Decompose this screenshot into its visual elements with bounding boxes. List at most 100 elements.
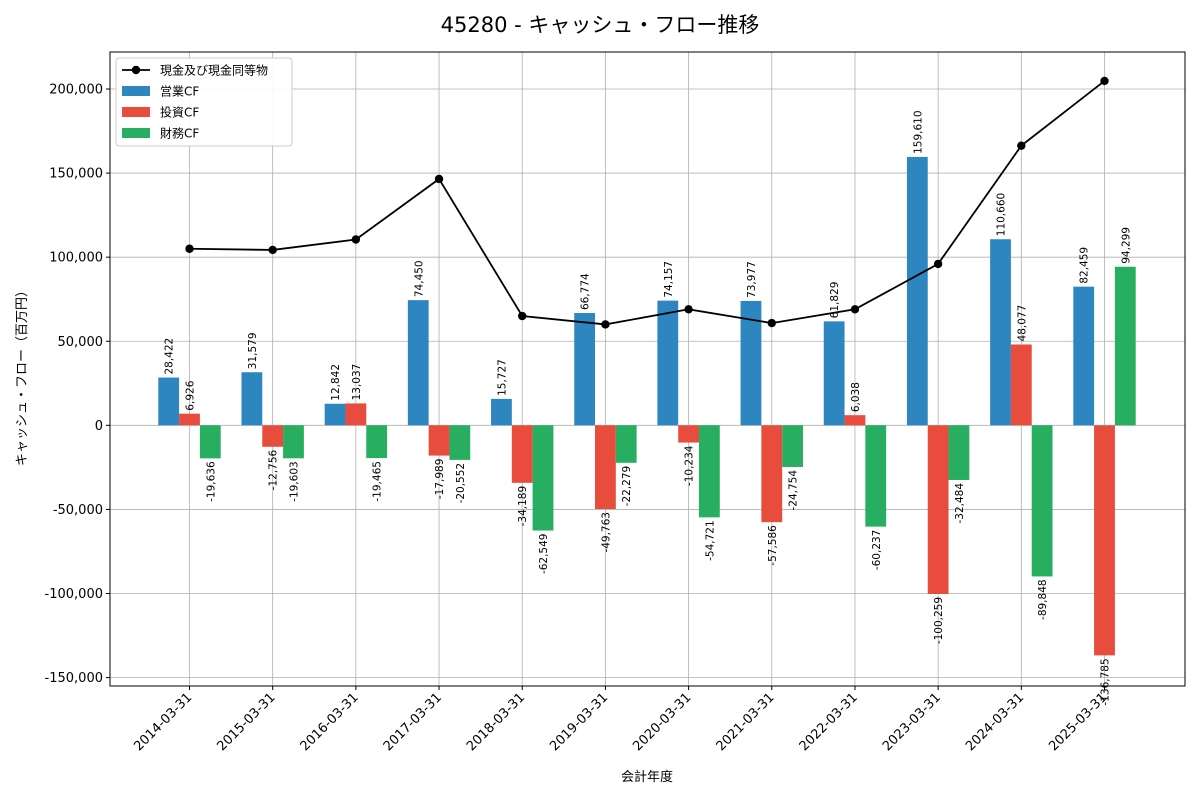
y-tick-label: -100,000 xyxy=(45,587,103,602)
data-label: 159,610 xyxy=(912,110,924,153)
cash-point xyxy=(434,174,444,184)
y-tick-label: 150,000 xyxy=(49,167,103,182)
y-tick-label: 200,000 xyxy=(49,82,103,97)
bar-2-2017-03-31 xyxy=(428,425,450,456)
legend-box xyxy=(115,57,293,147)
data-label: -34,189 xyxy=(517,486,529,527)
cash-point xyxy=(933,259,943,269)
data-label: 74,157 xyxy=(663,261,675,298)
legend-label: 投資CF xyxy=(160,105,199,120)
y-tick-label: 100,000 xyxy=(49,251,103,266)
bar-3-2022-03-31 xyxy=(865,425,887,527)
y-tick-label: -150,000 xyxy=(45,671,103,686)
legend-bar-swatch xyxy=(122,86,150,96)
bar-3-2014-03-31 xyxy=(199,425,221,459)
bar-3-2021-03-31 xyxy=(782,425,803,467)
bar-1-2020-03-31 xyxy=(657,300,679,426)
x-tick-label: 2020-03-31 xyxy=(630,690,694,754)
data-label: 110,660 xyxy=(996,193,1008,236)
bar-1-2015-03-31 xyxy=(241,372,263,426)
cash-point xyxy=(601,320,610,329)
data-label: -100,259 xyxy=(933,597,945,644)
bar-1-2016-03-31 xyxy=(324,403,346,426)
bar-3-2025-03-31 xyxy=(1114,266,1136,426)
data-label: -19,603 xyxy=(288,461,300,502)
cash-point xyxy=(351,235,361,244)
data-label: 12,842 xyxy=(330,364,342,401)
legend-label: 現金及び現金同等物 xyxy=(160,63,268,78)
bar-3-2017-03-31 xyxy=(449,425,471,460)
cash-point xyxy=(268,245,277,255)
data-label: 48,077 xyxy=(1016,305,1028,342)
data-label: -32,484 xyxy=(954,483,966,524)
data-label: -62,549 xyxy=(538,534,550,575)
x-tick-label: 2018-03-31 xyxy=(464,690,528,754)
bar-2-2019-03-31 xyxy=(595,425,616,510)
x-tick-label: 2023-03-31 xyxy=(880,690,944,754)
data-label: -17,989 xyxy=(434,459,446,500)
y-axis-label: キャッシュ・フロー（百万円） xyxy=(15,284,30,466)
bar-3-2019-03-31 xyxy=(615,425,637,463)
data-label: 28,422 xyxy=(164,338,176,375)
legend-bar-swatch xyxy=(122,128,150,138)
bar-1-2014-03-31 xyxy=(158,377,180,426)
data-label: -89,848 xyxy=(1037,579,1049,620)
data-label: 94,299 xyxy=(1120,227,1132,264)
data-label: -20,552 xyxy=(455,463,467,504)
data-label: -136,785 xyxy=(1100,658,1112,705)
bar-1-2022-03-31 xyxy=(823,321,845,426)
plot-frame xyxy=(109,51,1186,687)
data-label: 82,459 xyxy=(1079,247,1091,284)
bar-1-2021-03-31 xyxy=(740,300,762,426)
data-label: 6,926 xyxy=(185,380,197,410)
bar-3-2020-03-31 xyxy=(698,425,720,518)
bar-2-2018-03-31 xyxy=(511,425,533,483)
bar-3-2015-03-31 xyxy=(283,425,304,459)
data-label: -54,721 xyxy=(704,520,716,561)
data-label: 6,038 xyxy=(850,382,862,412)
bar-2-2016-03-31 xyxy=(345,403,367,426)
cash-point xyxy=(185,244,194,253)
legend-marker xyxy=(131,65,141,75)
bar-2-2015-03-31 xyxy=(262,425,284,447)
x-tick-label: 2022-03-31 xyxy=(797,690,861,754)
x-tick-label: 2021-03-31 xyxy=(714,690,778,754)
legend-label: 営業CF xyxy=(160,85,199,99)
bar-2-2025-03-31 xyxy=(1094,425,1115,656)
cash-point xyxy=(684,305,693,314)
bar-1-2019-03-31 xyxy=(574,313,596,426)
bar-3-2018-03-31 xyxy=(532,425,554,531)
data-label: 13,037 xyxy=(351,364,363,401)
x-axis-label: 会計年度 xyxy=(621,769,673,785)
legend-bar-swatch xyxy=(122,107,150,117)
data-label: 31,579 xyxy=(247,332,259,369)
bar-1-2025-03-31 xyxy=(1073,286,1095,426)
bar-2-2021-03-31 xyxy=(761,425,783,523)
x-tick-label: 2019-03-31 xyxy=(547,690,611,754)
x-tick-label: 2024-03-31 xyxy=(963,690,1027,754)
chart-title: 45280 - キャッシュ・フロー推移 xyxy=(441,13,760,37)
data-label: -19,465 xyxy=(372,461,384,502)
data-label: 15,727 xyxy=(496,359,508,396)
bar-3-2016-03-31 xyxy=(366,425,388,459)
data-label: -60,237 xyxy=(871,530,883,571)
data-labels: 28,422 31,579 12,842 74,450 15,727 66,774 74,1… xyxy=(164,110,1133,705)
y-tick-label: -50,000 xyxy=(53,503,103,518)
y-tick-label: 0 xyxy=(95,419,103,434)
data-label: 73,977 xyxy=(746,261,758,298)
data-label: -12,756 xyxy=(268,449,280,490)
legend-label: 財務CF xyxy=(160,126,199,141)
bar-3-2024-03-31 xyxy=(1031,425,1053,577)
data-label: 61,829 xyxy=(829,282,841,319)
data-label: 74,450 xyxy=(413,260,425,297)
x-tick-label: 2025-03-31 xyxy=(1046,690,1110,754)
y-tick-label: 50,000 xyxy=(58,335,104,350)
data-label: 66,774 xyxy=(580,273,592,310)
cash-line-series xyxy=(185,76,1109,329)
data-label: -57,586 xyxy=(767,525,779,566)
cash-point xyxy=(850,305,860,314)
data-label: -24,754 xyxy=(788,470,800,511)
bar-1-2023-03-31 xyxy=(906,156,928,426)
